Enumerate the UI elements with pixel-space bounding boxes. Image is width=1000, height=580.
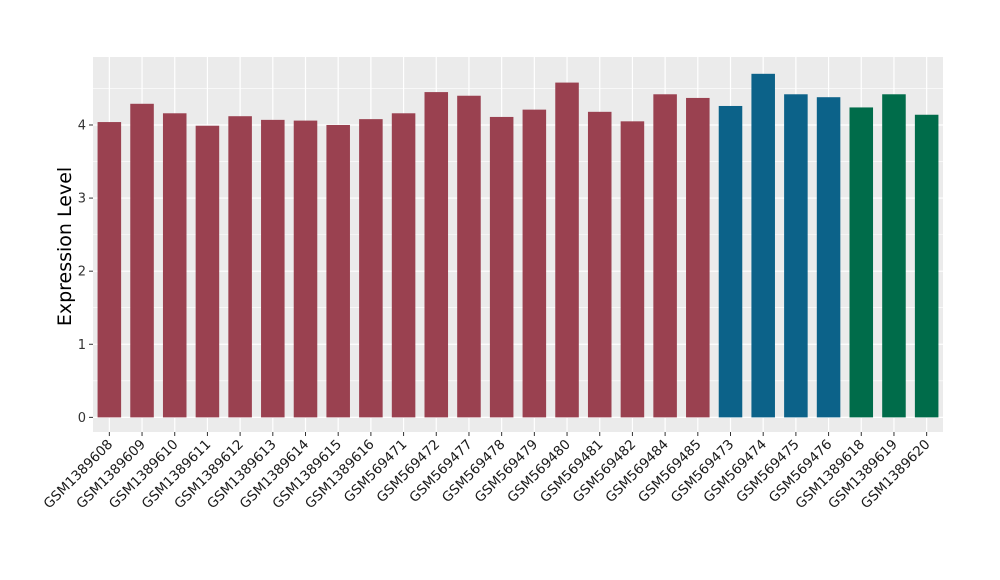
bar-GSM1389619 (882, 94, 906, 418)
bar-GSM1389620 (914, 114, 939, 418)
y-tick-label: 1 (78, 338, 86, 353)
bar-GSM569484 (653, 94, 677, 418)
bar-GSM569473 (718, 105, 743, 418)
bar-GSM1389615 (326, 124, 350, 418)
bar-GSM569474 (751, 73, 775, 418)
bar-GSM569479 (522, 109, 547, 418)
bar-GSM569480 (555, 82, 579, 418)
bar-GSM569482 (620, 121, 645, 418)
bar-GSM1389609 (130, 103, 154, 418)
y-tick-label: 0 (78, 411, 86, 426)
x-axis: GSM1389608GSM1389609GSM1389610GSM1389611… (41, 432, 933, 512)
bar-GSM1389614 (293, 120, 318, 418)
bar-GSM1389616 (359, 119, 383, 418)
bar-GSM1389610 (162, 113, 187, 418)
bar-GSM1389611 (195, 125, 220, 418)
bar-GSM1389613 (261, 119, 285, 418)
bars (97, 73, 939, 418)
y-tick-label: 3 (78, 192, 86, 207)
bar-GSM569471 (391, 113, 416, 418)
bar-GSM569477 (457, 95, 481, 418)
bar-GSM569478 (489, 116, 514, 418)
bar-GSM1389608 (97, 122, 122, 418)
bar-GSM569472 (424, 92, 449, 418)
y-tick-label: 2 (78, 265, 86, 280)
bar-GSM569476 (816, 97, 841, 418)
bar-GSM1389618 (849, 107, 874, 418)
y-axis-title: Expression Level (54, 167, 76, 326)
plot-panel (93, 57, 943, 432)
bar-GSM569485 (686, 97, 710, 418)
bar-GSM569475 (784, 94, 808, 418)
y-tick-label: 4 (78, 118, 86, 133)
bar-GSM1389612 (228, 116, 252, 418)
bar-GSM569481 (587, 111, 612, 418)
y-axis: 0 1 2 3 4 (78, 118, 93, 426)
